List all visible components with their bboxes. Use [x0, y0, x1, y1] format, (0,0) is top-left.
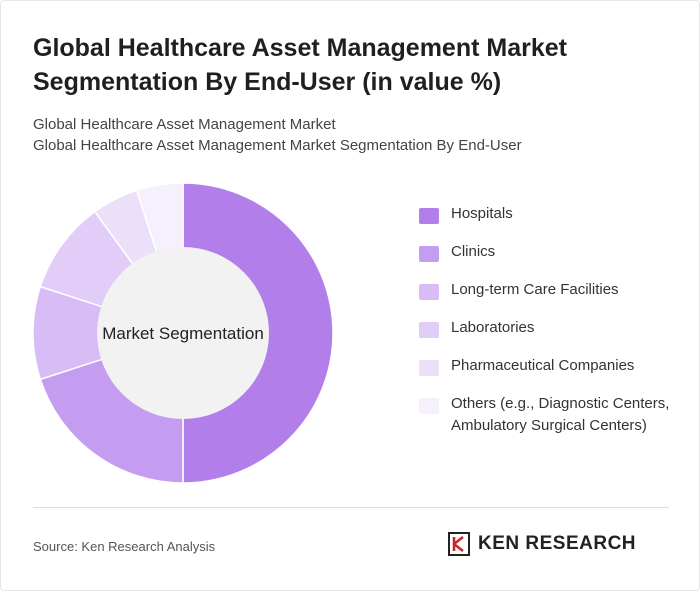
donut-hole [97, 247, 269, 419]
legend-label: Long-term Care Facilities [451, 281, 619, 298]
legend-label: Laboratories [451, 319, 535, 336]
donut-chart: Market Segmentation [32, 182, 334, 484]
legend-label: Hospitals [451, 205, 513, 222]
brand-text: KEN RESEARCH [478, 533, 637, 554]
legend-item: Pharmaceutical Companies [419, 355, 689, 377]
chart-subtitle: Global Healthcare Asset Management Marke… [33, 114, 673, 156]
legend-item: Laboratories [419, 317, 689, 339]
legend-swatch [419, 360, 439, 376]
ken-research-logo-icon [448, 532, 470, 556]
legend: Hospitals Clinics Long-term Care Facilitie… [419, 203, 689, 453]
legend-label: Others (e.g., Diagnostic Centers, Ambula… [451, 395, 670, 434]
subtitle-line-1: Global Healthcare Asset Management Marke… [33, 116, 336, 133]
legend-swatch [419, 246, 439, 262]
footer-divider [33, 507, 669, 508]
legend-item: Long-term Care Facilities [419, 279, 689, 301]
legend-item: Hospitals [419, 203, 689, 225]
legend-swatch [419, 398, 439, 414]
legend-swatch [419, 208, 439, 224]
legend-item: Clinics [419, 241, 689, 263]
legend-swatch [419, 284, 439, 300]
legend-label: Pharmaceutical Companies [451, 357, 635, 374]
legend-item: Others (e.g., Diagnostic Centers, Ambula… [419, 393, 689, 437]
chart-title: Global Healthcare Asset Management Marke… [33, 34, 567, 96]
subtitle-line-2: Global Healthcare Asset Management Marke… [33, 137, 522, 154]
center-label: Market Segmentation [102, 324, 264, 343]
legend-label: Clinics [451, 243, 496, 260]
legend-swatch [419, 322, 439, 338]
source-note: Source: Ken Research Analysis [33, 539, 216, 554]
